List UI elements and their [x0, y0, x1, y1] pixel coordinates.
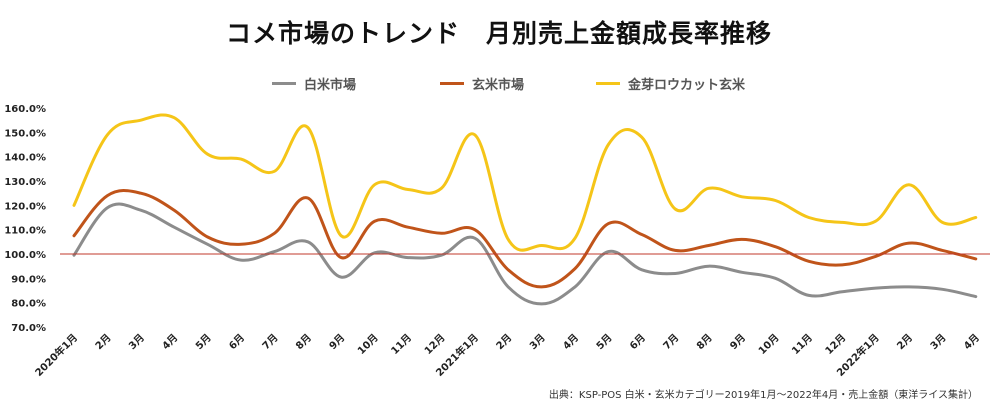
x-tick-label: 12月	[823, 332, 848, 357]
x-tick-label: 2月	[494, 332, 514, 352]
x-tick-label: 8月	[694, 332, 714, 352]
x-tick-label: 4月	[561, 332, 581, 352]
y-tick-label: 160.0%	[4, 104, 46, 115]
y-tick-label: 90.0%	[11, 274, 46, 285]
x-tick-label: 3月	[527, 332, 547, 352]
legend-item-brown-rice: 玄米市場	[440, 74, 524, 93]
x-tick-label: 12月	[422, 332, 447, 357]
y-tick-label: 70.0%	[11, 323, 46, 334]
x-tick-label: 4月	[160, 332, 180, 352]
x-tick-label: 6月	[227, 332, 247, 352]
legend-swatch-white-rice	[272, 82, 296, 85]
legend-swatch-brown-rice	[440, 82, 464, 85]
x-tick-label: 6月	[627, 332, 647, 352]
legend-label-white-rice: 白米市場	[304, 78, 357, 93]
x-tick-label: 11月	[790, 332, 815, 357]
x-tick-label: 4月	[961, 332, 981, 352]
y-tick-label: 110.0%	[4, 226, 46, 237]
x-tick-label: 2020年1月	[32, 331, 80, 379]
y-tick-label: 140.0%	[4, 153, 46, 164]
x-tick-label: 7月	[661, 332, 681, 352]
x-tick-label: 2月	[93, 332, 113, 352]
y-tick-label: 100.0%	[4, 250, 46, 261]
x-tick-label: 3月	[928, 332, 948, 352]
y-tick-label: 120.0%	[4, 201, 46, 212]
x-tick-label: 11月	[389, 332, 414, 357]
y-tick-label: 130.0%	[4, 177, 46, 188]
x-tick-label: 9月	[728, 332, 748, 352]
x-tick-label: 3月	[126, 332, 146, 352]
legend-swatch-kinme-rice	[596, 82, 620, 85]
x-tick-label: 10月	[756, 332, 781, 357]
chart-title: コメ市場のトレンド 月別売上金額成長率推移	[225, 19, 772, 48]
legend-label-kinme-rice: 金芽ロウカット玄米	[628, 78, 746, 93]
source-note: 出典：KSP-POS 白米・玄米カテゴリー2019年1月～2022年4月・売上金…	[548, 390, 978, 401]
x-tick-label: 2月	[895, 332, 915, 352]
x-tick-label: 7月	[260, 332, 280, 352]
x-tick-label: 9月	[327, 332, 347, 352]
y-tick-label: 150.0%	[4, 128, 46, 139]
legend-label-brown-rice: 玄米市場	[472, 78, 525, 93]
x-tick-label: 8月	[293, 332, 313, 352]
legend-item-kinme-rice: 金芽ロウカット玄米	[596, 74, 745, 93]
x-tick-label: 5月	[193, 332, 213, 352]
x-tick-label: 10月	[355, 332, 380, 357]
y-tick-label: 80.0%	[11, 299, 46, 310]
series-line-kinme-rice	[72, 113, 978, 252]
x-tick-label: 5月	[594, 332, 614, 352]
legend-item-white-rice: 白米市場	[272, 74, 356, 93]
series-line-brown-rice	[72, 189, 978, 289]
legend: 白米市場 玄米市場 金芽ロウカット玄米	[0, 74, 998, 96]
